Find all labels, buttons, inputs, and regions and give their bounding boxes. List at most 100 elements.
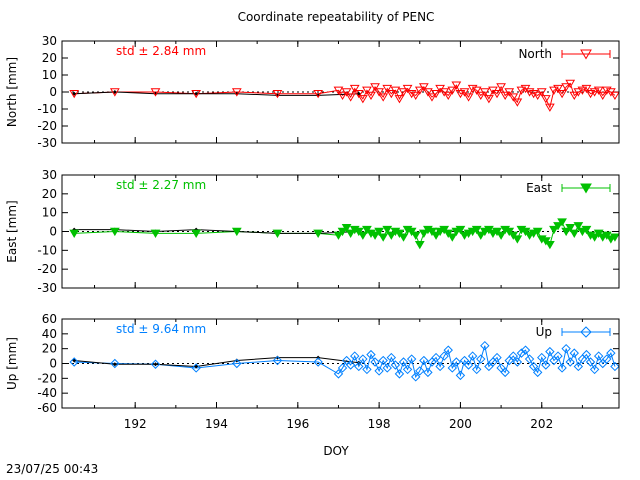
up-reference-line <box>74 357 359 367</box>
north-point <box>414 86 425 95</box>
north-point <box>109 88 120 97</box>
x-tick-label: 192 <box>124 417 147 431</box>
east-point <box>345 229 356 238</box>
up-reference-point <box>153 362 158 367</box>
up-point <box>370 357 380 367</box>
up-point <box>593 351 604 361</box>
north-point <box>362 86 372 95</box>
east-y-tick-label: -10 <box>37 243 57 257</box>
up-point <box>402 364 413 375</box>
north-point <box>512 98 523 107</box>
up-point <box>415 366 425 376</box>
north-legend-label: North <box>518 47 552 61</box>
north-point <box>370 83 380 92</box>
up-y-tick-label: -20 <box>37 371 57 385</box>
chart-title: Coordinate repeatability of PENC <box>238 10 435 24</box>
up-legend-label: Up <box>536 325 552 339</box>
east-y-tick-label: 0 <box>49 225 57 239</box>
north-point <box>524 88 535 97</box>
east-point <box>414 240 425 250</box>
north-point <box>455 90 466 99</box>
north-point <box>402 84 413 94</box>
up-y-axis-label: Up [mm] <box>5 337 19 390</box>
north-frame <box>61 40 620 144</box>
up-point <box>390 360 401 370</box>
east-frame <box>61 174 620 289</box>
up-y-tick-label: 60 <box>42 312 57 326</box>
east-point <box>496 231 506 240</box>
east-point <box>475 231 486 240</box>
up-point <box>435 361 445 372</box>
up-point <box>545 346 555 357</box>
north-point <box>496 83 506 92</box>
north-point <box>585 90 596 99</box>
north-point <box>427 93 437 102</box>
up-point <box>476 354 486 364</box>
east-y-tick-label: 10 <box>42 206 57 220</box>
up-point <box>557 363 567 373</box>
north-point <box>313 90 324 99</box>
north-point <box>345 93 356 102</box>
up-point <box>358 354 368 364</box>
up-point <box>337 363 348 373</box>
east-point <box>357 231 368 240</box>
up-reference-point <box>112 362 117 367</box>
north-point <box>569 91 580 100</box>
north-point <box>581 84 592 94</box>
north-point <box>398 88 409 97</box>
north-std-label: std ± 2.84 mm <box>116 44 206 58</box>
x-tick-label: 202 <box>530 417 553 431</box>
up-point <box>500 367 510 378</box>
east-point <box>231 227 242 237</box>
east-point <box>150 229 161 238</box>
north-point <box>374 88 384 97</box>
east-point <box>191 229 202 238</box>
north-point <box>540 95 551 104</box>
north-y-tick-label: 30 <box>42 34 57 48</box>
north-point <box>231 88 242 97</box>
north-point <box>479 88 490 97</box>
north-point <box>150 88 161 97</box>
east-point <box>341 224 352 233</box>
north-point <box>382 84 393 94</box>
north-point <box>545 103 555 112</box>
east-point <box>557 218 567 227</box>
east-point <box>561 227 572 237</box>
up-series-line <box>74 345 616 379</box>
up-point <box>443 345 453 355</box>
up-point <box>602 354 612 364</box>
north-point <box>406 90 417 99</box>
up-y-tick-label: 20 <box>42 342 57 356</box>
east-point <box>471 225 482 235</box>
north-point <box>601 86 612 95</box>
east-point <box>378 233 389 242</box>
north-reference-line <box>74 91 359 96</box>
up-point <box>374 366 384 376</box>
east-reference-line <box>74 229 359 234</box>
east-point <box>565 224 576 233</box>
east-point <box>549 225 559 235</box>
north-point <box>516 86 527 95</box>
up-point <box>110 358 120 369</box>
east-point <box>382 225 393 235</box>
up-point <box>419 355 429 366</box>
east-std-label: std ± 2.27 mm <box>116 178 206 192</box>
north-point <box>423 88 433 97</box>
north-point <box>353 90 364 99</box>
x-tick-label: 194 <box>205 417 228 431</box>
north-point <box>561 83 572 92</box>
x-axis-label: DOY <box>323 444 349 458</box>
north-y-tick-label: 0 <box>49 85 57 99</box>
up-point <box>447 363 458 373</box>
up-reference-point <box>234 358 239 363</box>
north-point <box>410 91 421 100</box>
up-point <box>455 370 466 381</box>
up-point <box>565 357 575 367</box>
north-point <box>492 90 502 99</box>
up-point <box>150 359 161 369</box>
north-point <box>447 86 458 95</box>
east-point <box>512 235 523 244</box>
east-point <box>545 240 555 250</box>
north-point <box>504 88 515 97</box>
